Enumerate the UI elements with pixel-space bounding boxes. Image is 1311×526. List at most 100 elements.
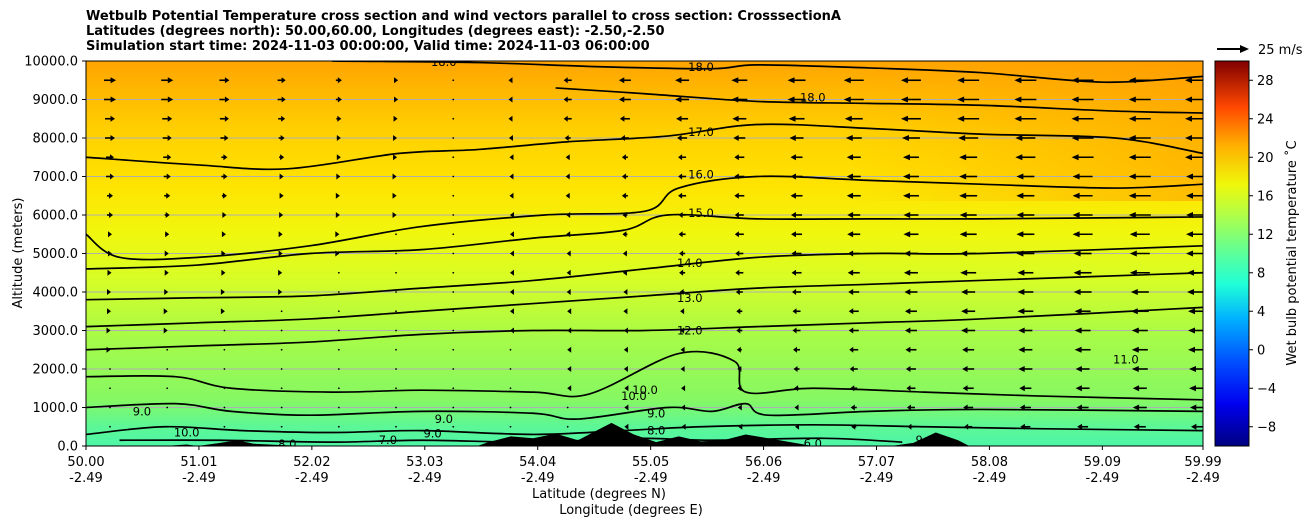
wind-vector xyxy=(337,368,340,370)
wind-vector-head xyxy=(792,289,797,295)
wind-vector xyxy=(166,348,169,351)
wind-vector-head xyxy=(565,154,570,161)
wind-vector xyxy=(162,135,172,141)
wind-vector xyxy=(164,250,169,257)
wind-vector-head xyxy=(1131,327,1139,334)
colorbar-tick-label: 20 xyxy=(1257,151,1274,166)
wind-vector-head xyxy=(903,231,911,238)
wind-vector-head xyxy=(621,173,626,180)
wind-vector-head xyxy=(221,231,226,238)
wind-vector xyxy=(452,329,455,332)
wind-vector xyxy=(849,366,858,372)
wind-vector xyxy=(395,271,397,274)
wind-vector-head xyxy=(1128,96,1136,103)
wind-vector xyxy=(395,425,397,428)
wind-vector-head xyxy=(278,269,283,276)
wind-vector xyxy=(1130,289,1149,295)
wind-vector xyxy=(223,368,226,370)
wind-vector-head xyxy=(509,308,514,315)
wind-vector xyxy=(509,368,512,370)
wind-vector-head xyxy=(902,192,910,199)
wind-vector xyxy=(735,289,743,295)
wind-vector-head xyxy=(167,154,172,161)
x-axis-label: Latitude (degrees N) xyxy=(532,487,666,502)
wind-vector xyxy=(1128,212,1151,218)
wind-vector xyxy=(1128,115,1151,122)
wind-vector-head xyxy=(735,250,740,257)
wind-vector-head xyxy=(281,77,286,84)
wind-vector-head xyxy=(619,115,625,122)
x-tick-label-lon: -2.49 xyxy=(408,471,442,486)
wind-vector xyxy=(1016,212,1035,218)
wind-vector-head xyxy=(675,77,682,84)
wind-vector xyxy=(959,154,978,161)
wind-vector xyxy=(393,115,398,122)
wind-vector-head xyxy=(849,346,854,353)
wind-vector xyxy=(335,212,340,218)
wind-vector xyxy=(278,289,283,295)
wind-vector-head xyxy=(281,96,286,103)
wind-vector xyxy=(394,96,399,103)
wind-vector xyxy=(566,289,571,295)
wind-vector-head xyxy=(508,77,513,84)
colorbar xyxy=(1214,60,1250,447)
wind-vector xyxy=(792,327,801,334)
x-tick-label-lat: 56.06 xyxy=(745,455,782,470)
plot-warm-overlay xyxy=(850,61,1203,201)
wind-vector-head xyxy=(957,115,965,122)
wind-vector xyxy=(220,289,225,295)
contour-label: 9.0 xyxy=(647,406,665,420)
y-tick-label: 5000.0 xyxy=(33,247,79,262)
wind-vector xyxy=(735,269,744,276)
wind-vector xyxy=(1185,135,1203,141)
wind-vector-head xyxy=(565,173,570,180)
wind-vector-head xyxy=(1017,269,1025,276)
wind-vector-head xyxy=(623,289,628,295)
wind-vector-head xyxy=(1074,327,1082,334)
wind-vector-head xyxy=(1129,269,1137,276)
wind-vector xyxy=(962,346,975,353)
wind-vector xyxy=(509,154,514,161)
contour-line xyxy=(86,175,1203,261)
contour-label: 13.0 xyxy=(677,291,703,305)
colorbar-tick-label: −8 xyxy=(1257,420,1276,435)
wind-vector xyxy=(452,214,455,216)
wind-vector xyxy=(906,385,916,392)
wind-vector xyxy=(1074,308,1091,315)
wind-vector-head xyxy=(900,115,908,122)
wind-vector-head xyxy=(1131,346,1139,353)
wind-vector xyxy=(394,77,399,84)
wind-vector-head xyxy=(1019,385,1025,392)
wind-vector-head xyxy=(788,115,796,122)
wind-vector xyxy=(162,115,173,122)
wind-vector xyxy=(280,425,283,428)
wind-vector xyxy=(736,346,742,353)
contour-label: 16.0 xyxy=(688,168,714,182)
wind-key-label: 25 m/s xyxy=(1258,43,1303,58)
wind-vector xyxy=(395,252,397,255)
wind-vector xyxy=(621,192,628,199)
wind-vector xyxy=(619,115,630,122)
contour-line xyxy=(86,271,1203,328)
wind-vector xyxy=(959,192,978,199)
wind-vector-head xyxy=(224,115,229,122)
wind-vector xyxy=(107,192,113,199)
wind-vector-head xyxy=(1014,96,1022,103)
y-tick-label: 6000.0 xyxy=(33,209,79,224)
wind-vector xyxy=(736,308,743,315)
contour-label: 12.0 xyxy=(677,324,703,338)
wind-vector-head xyxy=(1073,289,1081,295)
wind-vector-head xyxy=(1133,423,1140,430)
wind-vector xyxy=(792,289,802,295)
contour-label: 9.0 xyxy=(915,433,933,447)
x-tick-label-lat: 52.02 xyxy=(293,455,330,470)
wind-vector-head xyxy=(279,173,284,180)
x-tick-label-lon: -2.49 xyxy=(182,471,216,486)
x-axis-label-2: Longitude (degrees E) xyxy=(559,503,703,518)
wind-vector xyxy=(219,77,230,84)
wind-vector-head xyxy=(904,308,911,315)
wind-vector-head xyxy=(850,404,855,411)
wind-vector xyxy=(680,308,685,315)
wind-vector-head xyxy=(677,135,682,141)
wind-vector xyxy=(567,346,572,353)
